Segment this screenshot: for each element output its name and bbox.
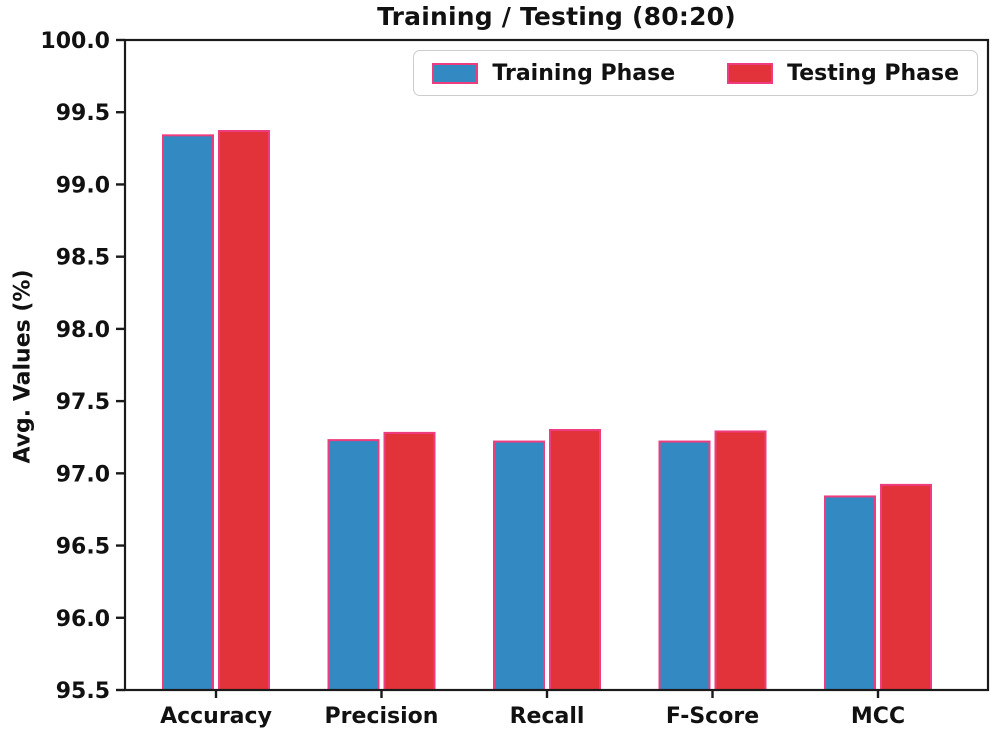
y-tick-label: 98.0	[56, 318, 110, 343]
legend-entry-testing: Testing Phase	[727, 61, 959, 86]
y-tick-label: 100.0	[40, 29, 110, 54]
axes-spines	[123, 38, 990, 692]
chart-title: Training / Testing (80:20)	[377, 2, 736, 31]
bar-training-phase-mcc	[824, 495, 876, 692]
y-tick-label: 97.0	[56, 462, 110, 487]
y-tick-label: 99.5	[56, 101, 110, 126]
bar-testing-phase-recall	[549, 429, 601, 691]
y-tick-label: 96.5	[56, 535, 110, 560]
x-tick-label-f-score: F-Score	[666, 704, 759, 729]
legend-label-testing-phase: Testing Phase	[787, 60, 959, 86]
bar-training-phase-f-score	[658, 440, 711, 691]
y-tick-label: 98.5	[56, 246, 110, 271]
bar-testing-phase-mcc	[880, 483, 932, 691]
legend-swatch-training-phase	[432, 62, 479, 84]
legend-swatch-testing-phase	[727, 62, 774, 84]
bar-testing-phase-accuracy	[218, 130, 270, 691]
legend: Training Phase Testing Phase	[413, 50, 978, 96]
bar-training-phase-accuracy	[162, 134, 214, 692]
legend-label-training-phase: Training Phase	[492, 60, 676, 86]
y-tick-label: 99.0	[56, 173, 110, 198]
x-tick-label-precision: Precision	[325, 704, 439, 729]
y-tick-label: 97.5	[56, 390, 110, 415]
bar-training-phase-recall	[493, 440, 545, 691]
y-tick-label: 95.5	[56, 679, 110, 704]
bar-testing-phase-precision	[383, 431, 436, 691]
legend-entry-training: Training Phase	[432, 61, 675, 86]
x-tick-label-mcc: MCC	[851, 704, 905, 729]
bar-training-phase-precision	[327, 439, 380, 691]
x-tick-label-accuracy: Accuracy	[160, 704, 272, 729]
x-tick-label-recall: Recall	[510, 704, 585, 729]
bar-testing-phase-f-score	[714, 430, 767, 691]
y-tick-label: 96.0	[56, 607, 110, 632]
